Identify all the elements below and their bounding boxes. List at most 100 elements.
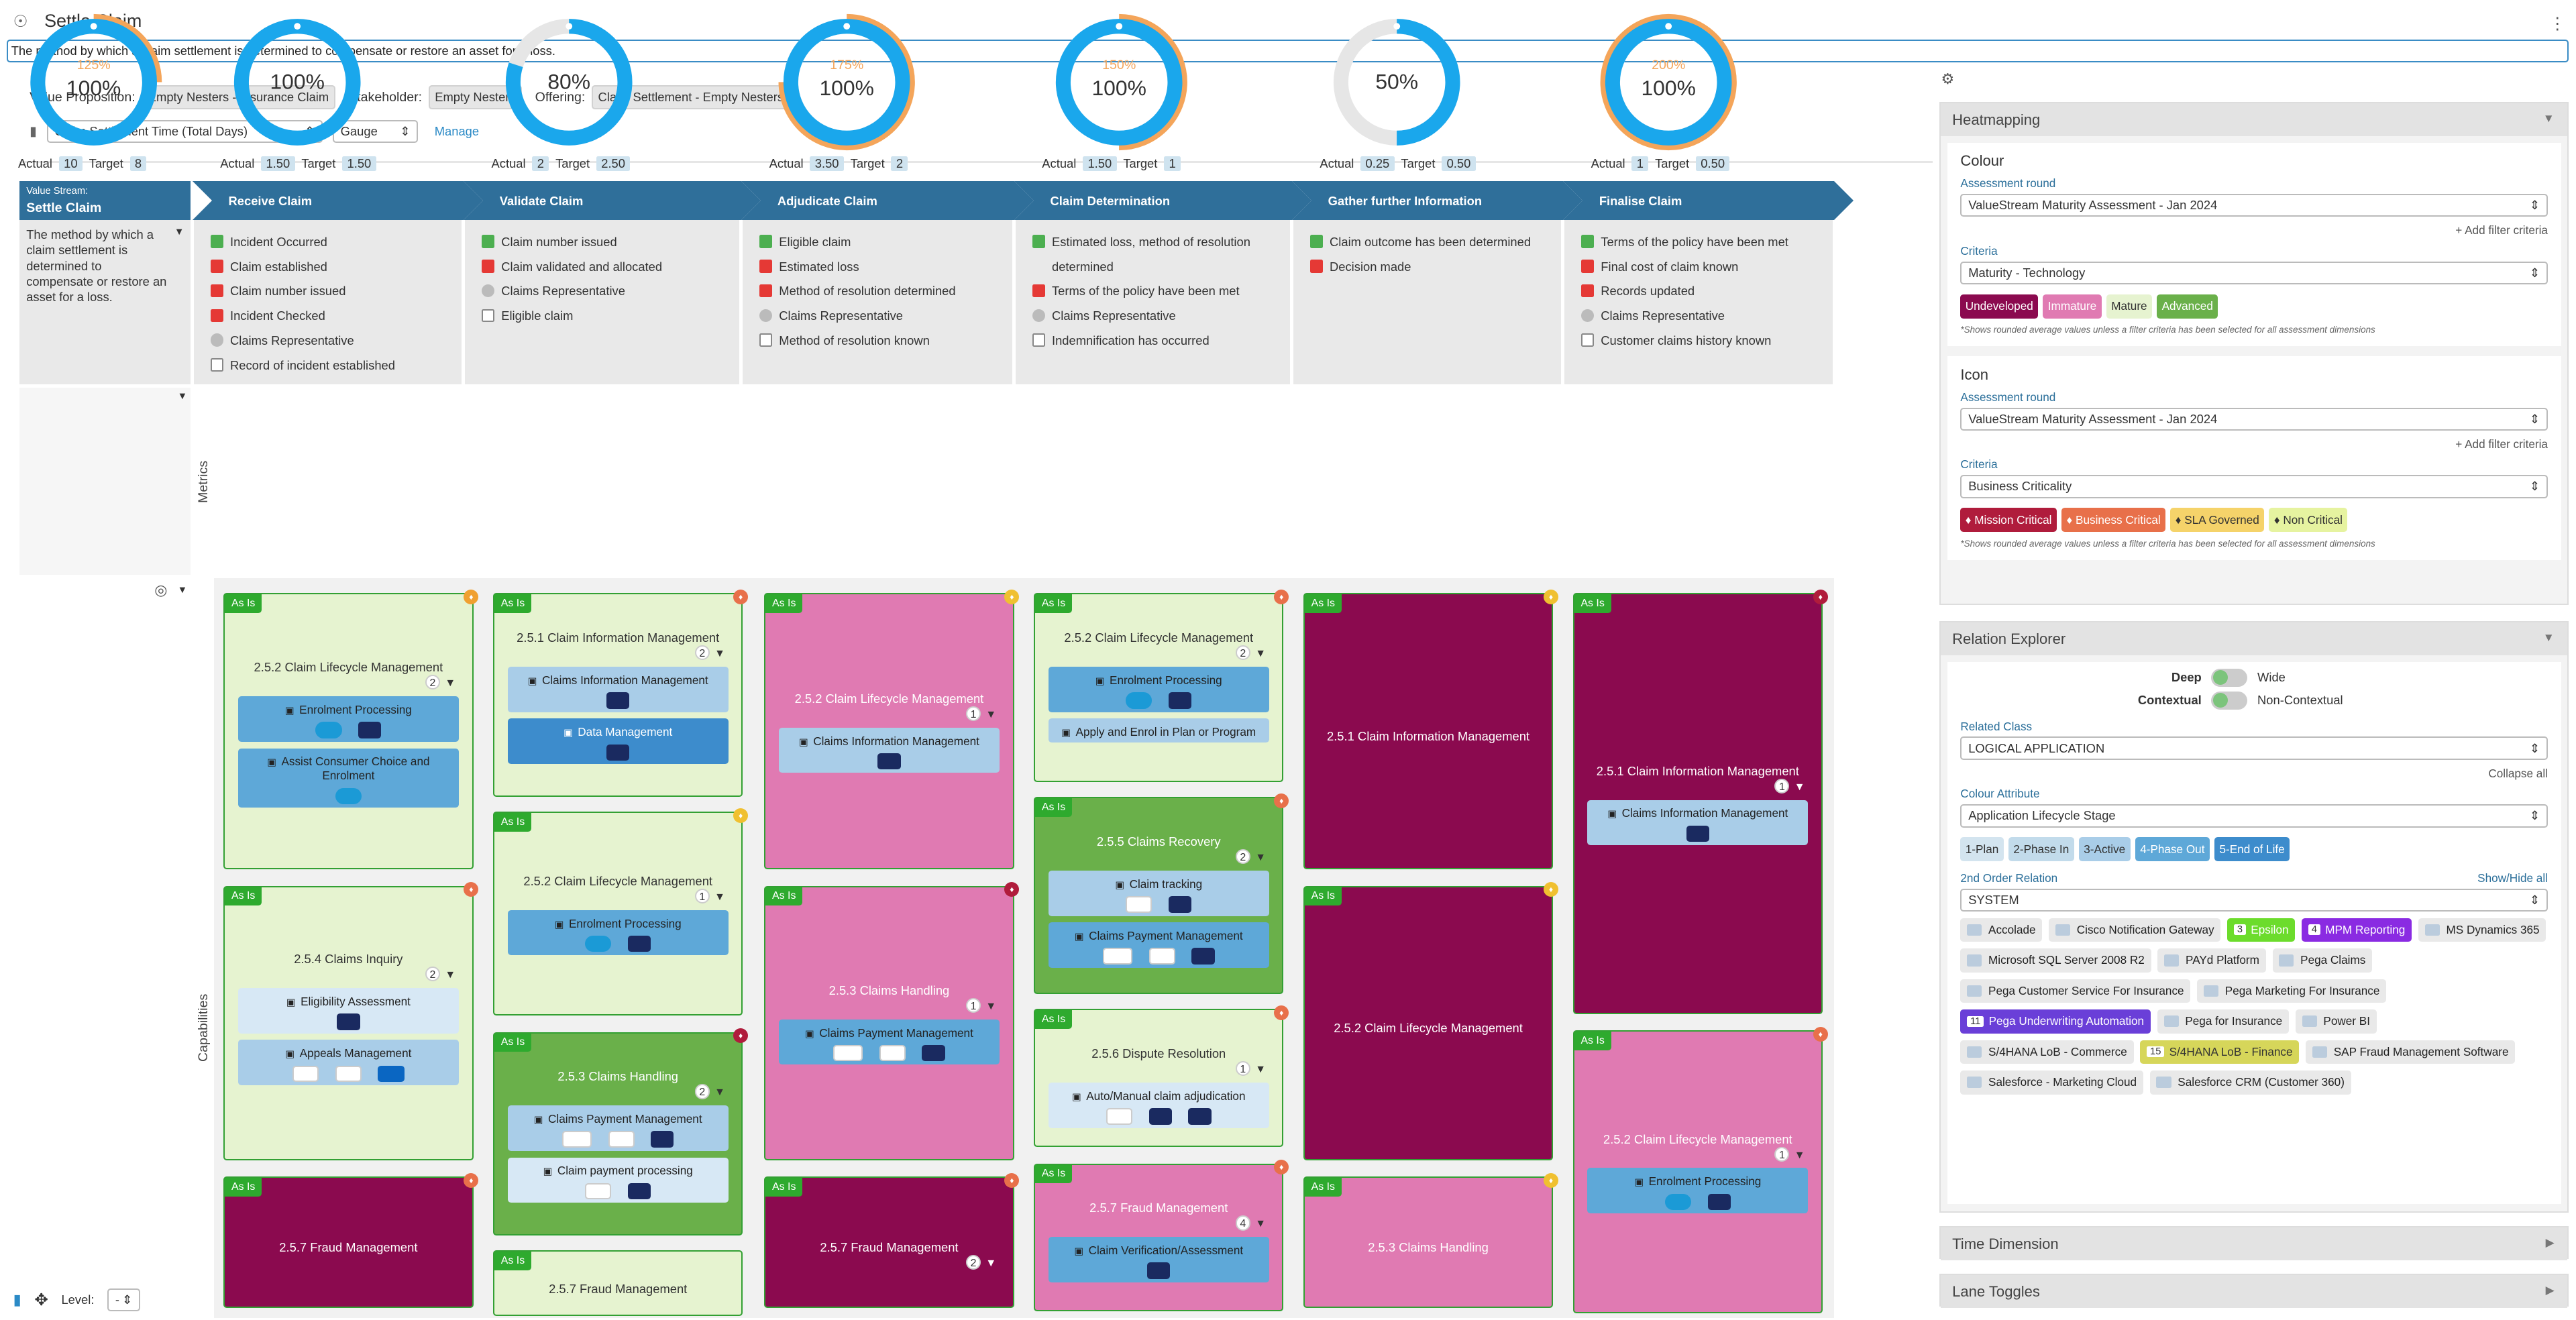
application-tile[interactable]: ▣ Claim tracking — [1048, 870, 1269, 916]
legend-tag[interactable]: 2-Phase In — [2008, 837, 2074, 861]
add-filter-link[interactable]: + Add filter criteria — [2455, 223, 2548, 237]
related-class-select[interactable]: LOGICAL APPLICATION ⇕ — [1960, 736, 2548, 760]
application-tile[interactable]: ▣ Claims Payment Management — [778, 1019, 1000, 1065]
app-count[interactable]: 1 ▼ — [1574, 778, 1821, 793]
capability-card[interactable]: As Is ♦ 2.5.2 Claim Lifecycle Management 1 ▼… — [1572, 1026, 1828, 1313]
application-tile[interactable]: ▣ Data Management — [507, 718, 729, 765]
metric-gauge[interactable]: 100% 125% Actual 10 Target 8 — [0, 0, 171, 187]
application-tile[interactable]: ▣ Claims Payment Management — [507, 1105, 729, 1151]
application-tile[interactable]: ▣ Eligibility Assessment — [237, 988, 459, 1034]
system-chip[interactable]: 11 Pega Underwriting Automation — [1960, 1009, 2151, 1034]
chevron-down-icon[interactable]: ▼ — [177, 391, 188, 402]
app-count[interactable]: 2 ▼ — [494, 1084, 741, 1099]
capability-card[interactable]: As Is ♦ 2.5.1 Claim Information Management… — [1572, 590, 1828, 1014]
application-tile[interactable]: ▣ Claims Information Management — [778, 727, 1000, 773]
application-tile[interactable]: ▣ Claim payment processing — [507, 1157, 729, 1203]
manage-link[interactable]: Manage — [434, 123, 480, 138]
stakeholder-chip[interactable]: Empty Nesters — [428, 85, 522, 110]
criteria-select-2[interactable]: Business Criticality ⇕ — [1960, 475, 2548, 498]
assessment-select[interactable]: ValueStream Maturity Assessment - Jan 20… — [1960, 194, 2548, 217]
legend-tag[interactable]: Undeveloped — [1960, 294, 2039, 319]
system-chip[interactable]: S/4HANA LoB - Commerce — [1960, 1040, 2134, 1064]
colour-attribute-select[interactable]: Application Lifecycle Stage ⇕ — [1960, 804, 2548, 828]
legend-tag[interactable]: ♦ Non Critical — [2269, 508, 2348, 532]
legend-tag[interactable]: ♦ Mission Critical — [1960, 508, 2057, 532]
criteria-select[interactable]: Maturity - Technology ⇕ — [1960, 261, 2548, 285]
system-chip[interactable]: SAP Fraud Management Software — [2306, 1040, 2516, 1064]
target-icon[interactable]: ◎ — [154, 582, 168, 599]
app-count[interactable]: 1 ▼ — [765, 706, 1012, 722]
application-tile[interactable]: ▣ Auto/Manual claim adjudication — [1048, 1083, 1269, 1128]
legend-tag[interactable]: Immature — [2043, 294, 2102, 319]
system-chip[interactable]: PAYd Platform — [2157, 948, 2266, 973]
stage-header[interactable]: Gather further Information — [1291, 180, 1563, 221]
system-chip[interactable]: Pega for Insurance — [2157, 1009, 2289, 1034]
legend-tag[interactable]: ♦ Business Critical — [2061, 508, 2166, 532]
app-count[interactable]: 1 ▼ — [1035, 1061, 1282, 1077]
capability-card[interactable]: As Is ♦ 2.5.5 Claims Recovery 2 ▼ ▣ Claim trac… — [1034, 793, 1289, 995]
capability-card[interactable]: As Is ♦ 2.5.7 Fraud Management — [223, 1172, 479, 1309]
deep-wide-toggle[interactable] — [2211, 668, 2248, 687]
system-chip[interactable]: Power BI — [2295, 1009, 2377, 1034]
legend-tag[interactable]: Advanced — [2157, 294, 2218, 319]
level-select[interactable]: - ⇕ — [107, 1288, 141, 1312]
capability-card[interactable]: As Is ♦ 2.5.3 Claims Handling — [1303, 1172, 1559, 1309]
application-tile[interactable]: ▣ Claim Verification/Assessment — [1048, 1237, 1269, 1282]
legend-tag[interactable]: Mature — [2106, 294, 2152, 319]
application-tile[interactable]: ▣ Apply and Enrol in Plan or Program — [1048, 718, 1269, 743]
legend-tag[interactable]: 5-End of Life — [2214, 837, 2290, 861]
battery-icon[interactable]: ▮ — [13, 1290, 21, 1308]
metric-gauge[interactable]: 100% 175% Actual 3.50 Target 2 — [722, 0, 995, 187]
stage-header[interactable]: Finalise Claim — [1562, 180, 1835, 221]
application-tile[interactable]: ▣ Enrolment Processing — [1048, 667, 1269, 712]
more-options-icon[interactable]: ⋮ — [2548, 14, 2566, 33]
chevron-down-icon[interactable]: ▼ — [177, 585, 188, 596]
legend-tag[interactable]: 1-Plan — [1960, 837, 2004, 861]
capability-card[interactable]: As Is ♦ 2.5.2 Claim Lifecycle Management — [1303, 882, 1559, 1160]
stage-header[interactable]: Claim Determination — [1014, 180, 1292, 221]
capability-card[interactable]: As Is ♦ 2.5.1 Claim Information Management — [1303, 590, 1559, 870]
legend-tag[interactable]: 3-Active — [2078, 837, 2131, 861]
capability-card[interactable]: As Is ♦ 2.5.1 Claim Information Management… — [493, 590, 749, 798]
application-tile[interactable]: ▣ Claims Information Management — [507, 667, 729, 712]
capability-card[interactable]: As Is ♦ 2.5.2 Claim Lifecycle Management 2 ▼… — [223, 590, 479, 870]
system-chip[interactable]: 15 S/4HANA LoB - Finance — [2140, 1040, 2300, 1064]
settings-sliders-icon[interactable]: ⚙ — [1941, 70, 1955, 88]
system-chip[interactable]: Salesforce - Marketing Cloud — [1960, 1070, 2143, 1095]
show-hide-all-link[interactable]: Show/Hide all — [2477, 871, 2548, 885]
capability-card[interactable]: As Is ♦ 2.5.3 Claims Handling 1 ▼ ▣ Claims Pay… — [764, 882, 1020, 1160]
application-tile[interactable]: ▣ Claims Information Management — [1587, 800, 1809, 846]
app-count[interactable]: 2 ▼ — [225, 675, 472, 690]
metric-gauge[interactable]: 50% Actual 0.25 Target 0.50 — [1272, 0, 1543, 187]
application-tile[interactable]: ▣ Enrolment Processing — [507, 910, 729, 956]
app-count[interactable]: 2 ▼ — [1035, 849, 1282, 865]
view-select[interactable]: Gauge ⇕ — [332, 119, 419, 144]
stage-header[interactable]: Receive Claim — [192, 180, 464, 221]
stage-header[interactable]: Validate Claim — [463, 180, 741, 221]
capability-card[interactable]: As Is 2.5.7 Fraud Management — [493, 1250, 743, 1317]
app-count[interactable]: 1 ▼ — [765, 997, 1012, 1013]
application-tile[interactable]: ▣ Enrolment Processing — [1587, 1168, 1809, 1213]
app-count[interactable]: 4 ▼ — [1035, 1215, 1282, 1231]
chevron-down-icon[interactable]: ▼ — [174, 227, 184, 238]
legend-tag[interactable]: ♦ SLA Governed — [2170, 508, 2265, 532]
system-chip[interactable]: Pega Marketing For Insurance — [2197, 979, 2387, 1003]
system-chip[interactable]: 3 Epsilon — [2227, 918, 2296, 942]
metric-gauge[interactable]: 80% Actual 2 Target 2.50 — [444, 0, 722, 187]
system-chip[interactable]: Pega Claims — [2272, 948, 2373, 973]
capability-card[interactable]: As Is ♦ 2.5.4 Claims Inquiry 2 ▼ ▣ Eligibility… — [223, 882, 479, 1160]
metric-gauge[interactable]: 100% 150% Actual 1.50 Target 1 — [994, 0, 1272, 187]
application-tile[interactable]: ▣ Appeals Management — [237, 1040, 459, 1085]
system-chip[interactable]: Cisco Notification Gateway — [2049, 918, 2221, 942]
app-count[interactable]: 2 ▼ — [225, 967, 472, 982]
application-tile[interactable]: ▣ Enrolment Processing — [237, 696, 459, 742]
app-count[interactable]: 2 ▼ — [1035, 645, 1282, 661]
application-tile[interactable]: ▣ Claims Payment Management — [1048, 922, 1269, 968]
system-chip[interactable]: Microsoft SQL Server 2008 R2 — [1960, 948, 2151, 973]
move-icon[interactable]: ✥ — [34, 1290, 48, 1309]
time-dimension-panel[interactable]: Time Dimension ▶ — [1939, 1225, 2569, 1260]
metric-gauge[interactable]: 100% 200% Actual 1 Target 0.50 — [1544, 0, 1815, 187]
system-chip[interactable]: MS Dynamics 365 — [2418, 918, 2546, 942]
lane-toggles-panel[interactable]: Lane Toggles ▶ — [1939, 1273, 2569, 1308]
system-chip[interactable]: Pega Customer Service For Insurance — [1960, 979, 2191, 1003]
